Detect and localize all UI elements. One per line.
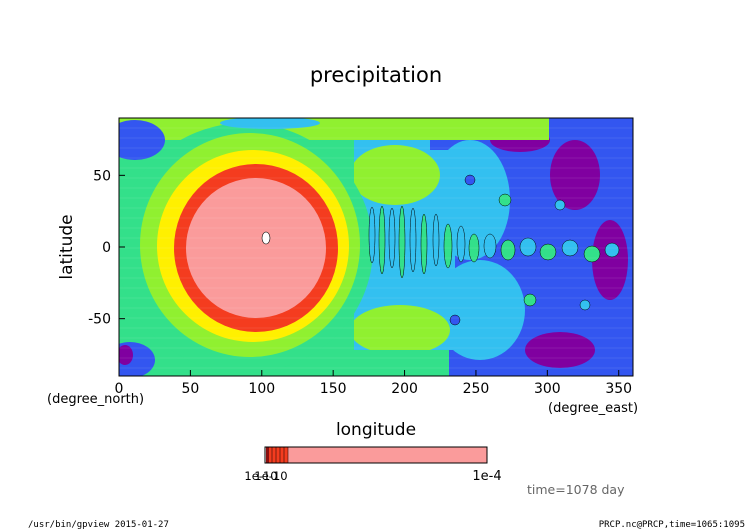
y-unit-label: (degree_north)	[47, 392, 144, 407]
wave-streaks	[368, 174, 620, 326]
x-tick-label: 150	[320, 381, 347, 397]
y-tick-label: 0	[102, 240, 111, 256]
colorbar-overlap-label: 1e-10	[254, 469, 287, 483]
colorbar-min-label: 1e-10	[244, 469, 277, 483]
time-annotation: time=1078 day	[527, 482, 625, 497]
x-unit-label: (degree_east)	[548, 401, 638, 416]
x-tick-label: 350	[605, 381, 632, 397]
x-tick-label: 100	[248, 381, 275, 397]
grid-texture	[119, 127, 633, 369]
x-axis: 0 50 100 150 200 250 300 350	[115, 370, 632, 397]
colorbar-max-label: 1e-4	[472, 469, 501, 484]
colorbar: 1e-10 1e-10 1e-4	[244, 446, 502, 484]
colorbar-seg-orange	[269, 447, 288, 463]
plot-area	[119, 118, 633, 376]
y-tick-label: 50	[93, 168, 111, 184]
x-tick-label: 300	[534, 381, 561, 397]
footer-right: PRCP.nc@PRCP,time=1065:1095	[599, 520, 745, 530]
x-tick-label: 250	[463, 381, 490, 397]
footer-left: /usr/bin/gpview 2015-01-27	[28, 520, 169, 530]
y-axis-title: latitude	[57, 214, 77, 279]
chart-title: precipitation	[310, 63, 442, 87]
x-tick-label: 0	[115, 381, 124, 397]
colorbar-seg-pink	[288, 447, 487, 463]
colorbar-lines	[271, 447, 289, 463]
x-tick-label: 50	[181, 381, 199, 397]
colorbar-frame	[264, 446, 488, 464]
y-axis: -50 0 50	[88, 168, 125, 328]
x-axis-title: longitude	[336, 420, 416, 440]
y-tick-label: -50	[88, 312, 111, 328]
x-tick-label: 200	[391, 381, 418, 397]
colorbar-seg-dark	[266, 447, 269, 463]
